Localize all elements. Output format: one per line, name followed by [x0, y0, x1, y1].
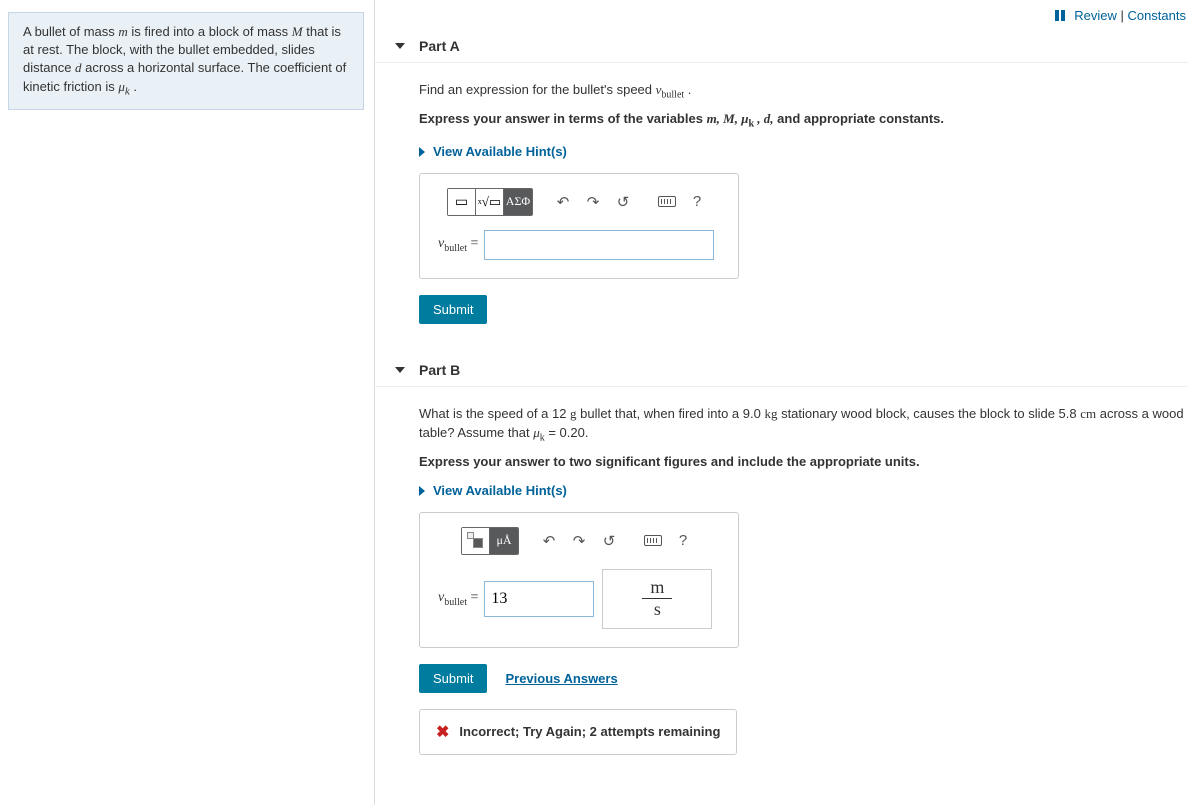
- part-b-title: Part B: [419, 362, 460, 378]
- help-icon[interactable]: ?: [683, 189, 711, 215]
- part-b-hints[interactable]: View Available Hint(s): [419, 483, 1188, 498]
- part-b-answer-row: vbullet = m s: [438, 569, 720, 629]
- help-icon[interactable]: ?: [669, 528, 697, 554]
- undo-icon[interactable]: ↶: [549, 189, 577, 215]
- part-a-title: Part A: [419, 38, 460, 54]
- part-b-toolbar: μÅ ↶ ↷ ↺ ?: [438, 527, 720, 555]
- pause-icon: [1055, 9, 1067, 24]
- main-content: Part A Find an expression for the bullet…: [375, 0, 1200, 805]
- keyboard-icon[interactable]: [639, 528, 667, 554]
- caret-down-icon[interactable]: [395, 43, 405, 49]
- reset-icon[interactable]: ↺: [595, 528, 623, 554]
- part-b-question: What is the speed of a 12 g bullet that,…: [419, 405, 1188, 446]
- fraction-tool[interactable]: ▭: [448, 189, 476, 215]
- part-a-header[interactable]: Part A: [375, 30, 1188, 63]
- part-a-answer-row: vbullet =: [438, 230, 720, 260]
- top-links: Review | Constants: [1055, 8, 1186, 24]
- part-b-answer-label: vbullet =: [438, 590, 478, 608]
- feedback-box: ✖ Incorrect; Try Again; 2 attempts remai…: [419, 709, 737, 755]
- part-a-answer-panel: ▭ x√▭ ΑΣΦ ↶ ↷ ↺ ? vbull: [419, 173, 739, 279]
- part-a-instruct: Express your answer in terms of the vari…: [419, 111, 1188, 130]
- problem-sidebar: A bullet of mass m is fired into a block…: [0, 0, 375, 805]
- error-icon: ✖: [436, 722, 449, 742]
- caret-right-icon: [419, 486, 425, 496]
- template-tools: μÅ: [461, 527, 519, 555]
- root-tool[interactable]: x√▭: [476, 189, 504, 215]
- part-a-input[interactable]: [484, 230, 714, 260]
- part-b-input[interactable]: [484, 581, 594, 617]
- caret-right-icon: [419, 147, 425, 157]
- part-b-instruct: Express your answer to two significant f…: [419, 454, 1188, 469]
- previous-answers-link[interactable]: Previous Answers: [505, 671, 617, 686]
- part-b-header[interactable]: Part B: [375, 354, 1188, 387]
- part-a-hints[interactable]: View Available Hint(s): [419, 144, 1188, 159]
- part-a-answer-label: vbullet =: [438, 236, 478, 254]
- part-a-submit[interactable]: Submit: [419, 295, 487, 324]
- units-tool[interactable]: μÅ: [490, 528, 518, 554]
- keyboard-icon[interactable]: [653, 189, 681, 215]
- part-b-answer-panel: μÅ ↶ ↷ ↺ ? vbullet =: [419, 512, 739, 648]
- part-b-submit[interactable]: Submit: [419, 664, 487, 693]
- redo-icon[interactable]: ↷: [565, 528, 593, 554]
- constants-link[interactable]: Constants: [1127, 8, 1186, 23]
- undo-icon[interactable]: ↶: [535, 528, 563, 554]
- greek-tool[interactable]: ΑΣΦ: [504, 189, 532, 215]
- problem-statement: A bullet of mass m is fired into a block…: [8, 12, 364, 110]
- part-a-question: Find an expression for the bullet's spee…: [419, 81, 1188, 103]
- part-b: Part B What is the speed of a 12 g bulle…: [375, 354, 1188, 755]
- review-link[interactable]: Review: [1074, 8, 1117, 23]
- equation-tools: ▭ x√▭ ΑΣΦ: [447, 188, 533, 216]
- reset-icon[interactable]: ↺: [609, 189, 637, 215]
- template-tool-1[interactable]: [462, 528, 490, 554]
- part-b-units[interactable]: m s: [602, 569, 712, 629]
- part-a-toolbar: ▭ x√▭ ΑΣΦ ↶ ↷ ↺ ?: [438, 188, 720, 216]
- caret-down-icon[interactable]: [395, 367, 405, 373]
- part-a: Part A Find an expression for the bullet…: [375, 30, 1188, 324]
- redo-icon[interactable]: ↷: [579, 189, 607, 215]
